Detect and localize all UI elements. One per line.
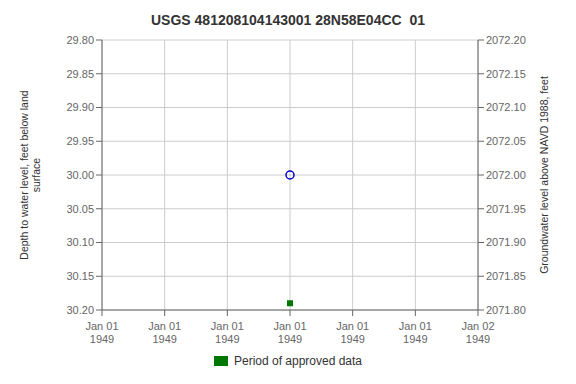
- svg-text:29.85: 29.85: [66, 68, 94, 80]
- svg-text:30.05: 30.05: [66, 203, 94, 215]
- svg-text:2071.90: 2071.90: [486, 236, 526, 248]
- svg-text:2071.95: 2071.95: [486, 203, 526, 215]
- svg-text:Jan 011949: Jan 011949: [148, 320, 181, 345]
- svg-text:29.95: 29.95: [66, 135, 94, 147]
- svg-text:Jan 011949: Jan 011949: [273, 320, 306, 345]
- svg-text:30.15: 30.15: [66, 270, 94, 282]
- svg-text:2072.10: 2072.10: [486, 101, 526, 113]
- svg-text:30.10: 30.10: [66, 236, 94, 248]
- svg-text:2072.05: 2072.05: [486, 135, 526, 147]
- svg-text:2071.80: 2071.80: [486, 304, 526, 316]
- svg-text:Groundwater level above NAVD 1: Groundwater level above NAVD 1988, feet: [538, 76, 550, 274]
- svg-text:2071.85: 2071.85: [486, 270, 526, 282]
- svg-text:2072.00: 2072.00: [486, 169, 526, 181]
- svg-text:2072.15: 2072.15: [486, 68, 526, 80]
- svg-text:30.20: 30.20: [66, 304, 94, 316]
- svg-text:Jan 011949: Jan 011949: [336, 320, 369, 345]
- svg-text:29.90: 29.90: [66, 101, 94, 113]
- html-text:Period of approved data: Period of approved data: [234, 354, 362, 368]
- html-text:USGS 481208104143001 28N58E04C: USGS 481208104143001 28N58E04CC 01: [151, 12, 425, 28]
- svg-text:Jan 021949: Jan 021949: [461, 320, 494, 345]
- svg-text:Depth to water level, feet bel: Depth to water level, feet below landsur…: [18, 90, 42, 259]
- svg-text:Jan 011949: Jan 011949: [399, 320, 432, 345]
- svg-text:Jan 011949: Jan 011949: [85, 320, 118, 345]
- svg-text:2072.20: 2072.20: [486, 34, 526, 46]
- svg-text:Jan 011949: Jan 011949: [211, 320, 244, 345]
- svg-text:29.80: 29.80: [66, 34, 94, 46]
- svg-text:30.00: 30.00: [66, 169, 94, 181]
